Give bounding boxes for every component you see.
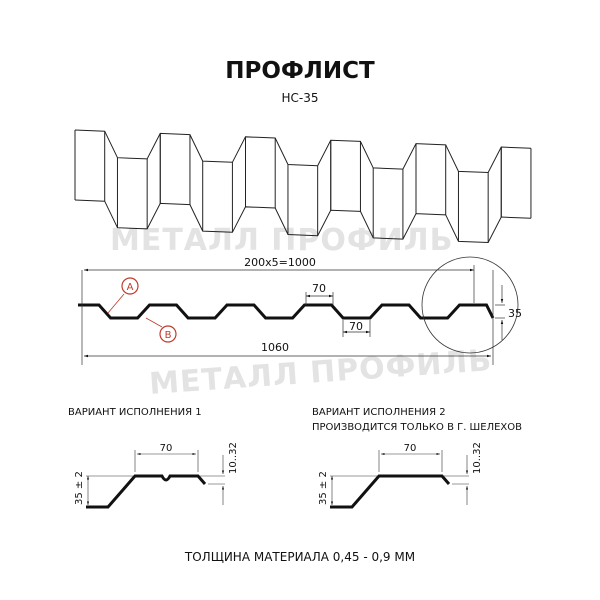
variant-1-edge-label: 10..32: [228, 442, 239, 474]
variant-2-profile: [330, 474, 451, 509]
variant-1-height-label: 35 ± 2: [74, 471, 85, 505]
variant-1-title: ВАРИАНТ ИСПОЛНЕНИЯ 1: [68, 407, 202, 418]
variant-1-width-label: 70: [160, 443, 173, 454]
marker-b: [159, 325, 177, 343]
material-thickness: ТОЛЩИНА МАТЕРИАЛА 0,45 - 0,9 ММ: [184, 550, 415, 564]
variant-1: ВАРИАНТ ИСПОЛНЕНИЯ 1 70 35 ± 2 10..32: [68, 407, 239, 509]
sheet-illustration: [74, 129, 532, 244]
variant-2-width-label: 70: [404, 443, 417, 454]
height-label: 35: [508, 307, 522, 320]
total-width-label: 1060: [261, 341, 289, 354]
pitch-dimension-label: 200x5=1000: [244, 256, 316, 269]
variant-2-title: ВАРИАНТ ИСПОЛНЕНИЯ 2: [312, 407, 446, 418]
top-width-label: 70: [312, 282, 326, 295]
sheet-front-edge: [74, 199, 531, 244]
watermark: МЕТАЛЛ ПРОФИЛЬ МЕТАЛЛ ПРОФИЛЬ: [110, 223, 493, 402]
marker-a-label: A: [127, 282, 134, 293]
model-code: НС-35: [281, 91, 318, 105]
page-title: ПРОФЛИСТ: [225, 58, 375, 84]
profile-line: [78, 303, 495, 320]
variant-2-edge-label: 10..32: [472, 442, 483, 474]
marker-b-label: B: [165, 330, 172, 341]
cross-section: 200x5=1000 1060 70 70 35 A B: [78, 256, 522, 365]
variant-2: ВАРИАНТ ИСПОЛНЕНИЯ 2 ПРОИЗВОДИТСЯ ТОЛЬКО…: [312, 407, 522, 509]
sheet-back-edge: [74, 129, 531, 174]
variant-2-height-label: 35 ± 2: [318, 471, 329, 505]
watermark-text-top: МЕТАЛЛ ПРОФИЛЬ: [110, 223, 454, 258]
watermark-text-bottom: МЕТАЛЛ ПРОФИЛЬ: [148, 343, 493, 402]
variant-2-note: ПРОИЗВОДИТСЯ ТОЛЬКО В Г. ШЕЛЕХОВ: [312, 422, 522, 433]
variant-1-profile: [86, 474, 207, 509]
bottom-width-label: 70: [349, 320, 363, 333]
marker-a: [121, 277, 139, 295]
detail-circle: [421, 256, 519, 354]
